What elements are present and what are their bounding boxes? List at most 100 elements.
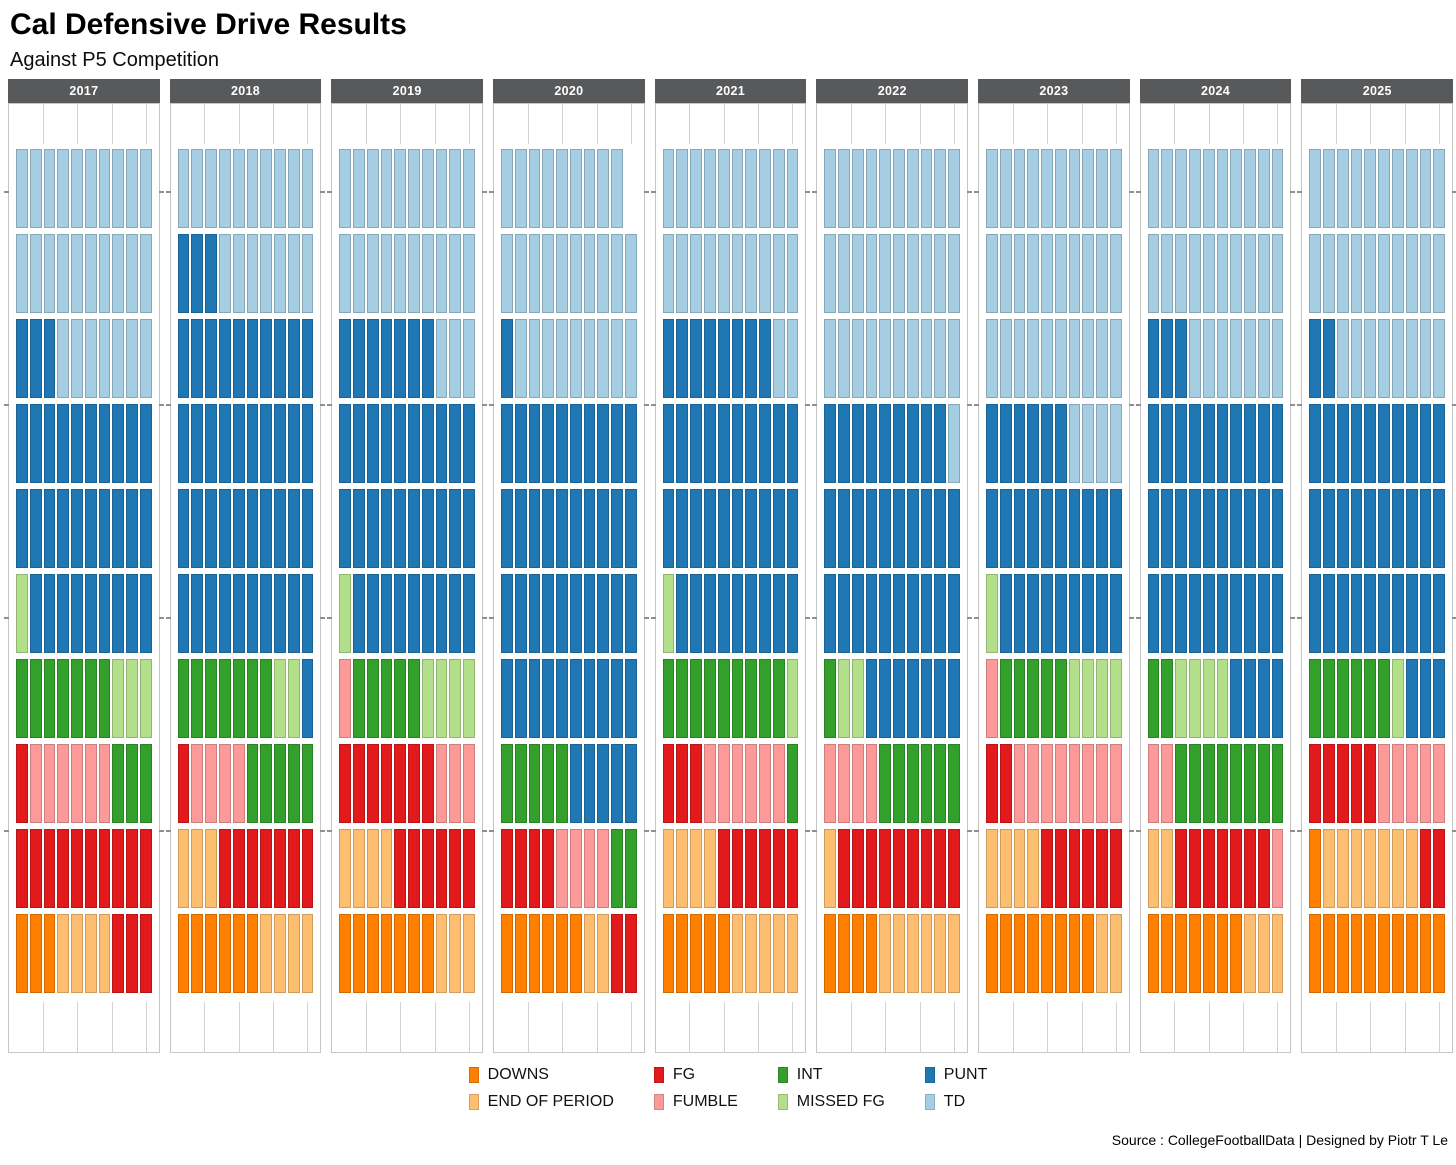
drive-tile-punt (287, 404, 300, 483)
drive-tile-end-of-period (986, 829, 998, 908)
drive-tile-td (1096, 404, 1108, 483)
drive-tile-td (380, 234, 393, 313)
drive-tile-td (676, 149, 689, 228)
drive-tile-punt (43, 489, 56, 568)
drive-tile-td (556, 149, 568, 228)
drive-tile-punt (1271, 574, 1284, 653)
drive-tile-punt (1027, 489, 1040, 568)
x-gridline (1439, 1002, 1441, 1052)
drive-tile-td (999, 319, 1012, 398)
drive-tile-punt (851, 574, 864, 653)
drive-tile-downs (1391, 914, 1404, 993)
x-gridline (596, 1002, 598, 1052)
drive-tile-td (1202, 234, 1215, 313)
drive-tile-td (934, 234, 947, 313)
drive-tile-td (126, 234, 138, 313)
y-axis-tick (1452, 191, 1456, 193)
drive-tile-td (906, 319, 919, 398)
drive-tile-fumble (1068, 744, 1081, 823)
drive-tile-int (703, 659, 716, 738)
drive-tile-punt (1161, 319, 1174, 398)
drive-tile-td (1378, 234, 1390, 313)
drive-tile-td (583, 234, 596, 313)
drive-tile-int (191, 659, 204, 738)
drive-tile-end-of-period (759, 914, 771, 993)
drive-tile-punt (1405, 489, 1418, 568)
drive-tile-punt (528, 489, 541, 568)
drive-tile-punt (98, 404, 111, 483)
legend-label: PUNT (943, 1066, 988, 1083)
drive-tile-end-of-period (1323, 829, 1335, 908)
drive-tile-punt (583, 489, 596, 568)
y-axis-tick (165, 191, 171, 193)
drive-tile-int (999, 659, 1012, 738)
drive-tile-td (986, 319, 998, 398)
drive-tile-td (191, 149, 204, 228)
drive-tile-punt (71, 574, 83, 653)
drive-tile-td (703, 234, 716, 313)
drive-tile-int (232, 659, 245, 738)
drive-tile-td (948, 319, 961, 398)
drive-tile-downs (1309, 914, 1322, 993)
drive-tile-int (274, 744, 286, 823)
drive-tile-td (759, 234, 771, 313)
x-gridline (1081, 1002, 1083, 1052)
waffle-2022 (824, 149, 961, 993)
drive-tile-fg (463, 829, 475, 908)
drive-tile-end-of-period (380, 829, 393, 908)
drive-tile-punt (893, 489, 905, 568)
drive-tile-punt (126, 574, 138, 653)
drive-tile-td (1433, 319, 1446, 398)
drive-tile-td (1082, 234, 1095, 313)
drive-tile-punt (435, 404, 448, 483)
drive-tile-missed-fg (1082, 659, 1095, 738)
drive-tile-td (1323, 149, 1335, 228)
drive-tile-fumble (205, 744, 217, 823)
drive-tile-missed-fg (463, 659, 475, 738)
drive-tile-fg (772, 829, 785, 908)
drive-tile-int (1309, 659, 1322, 738)
drive-tile-td (287, 234, 300, 313)
drive-tile-fg (1082, 829, 1095, 908)
drive-tile-downs (662, 914, 675, 993)
drive-tile-td (1230, 319, 1243, 398)
drive-tile-punt (205, 574, 217, 653)
drive-tile-punt (139, 489, 152, 568)
drive-tile-end-of-period (934, 914, 947, 993)
waffle-2023 (986, 149, 1122, 993)
drive-tile-td (879, 319, 892, 398)
drive-tile-punt (112, 489, 125, 568)
drive-tile-punt (232, 489, 245, 568)
drive-tile-punt (690, 319, 702, 398)
drive-tile-missed-fg (339, 574, 352, 653)
x-gridline (366, 104, 368, 144)
drive-tile-td (353, 234, 365, 313)
drive-tile-td (624, 319, 637, 398)
drive-tile-td (394, 149, 407, 228)
drive-tile-int (16, 659, 28, 738)
legend: DOWNS FG INT PUNT END OF PERIOD FUMBLE MISSED … (0, 1066, 1456, 1111)
drive-tile-td (745, 149, 758, 228)
drive-tile-fg (934, 829, 947, 908)
facet-2019: 2019 (327, 79, 488, 1053)
drive-tile-td (569, 234, 582, 313)
drive-tile-punt (569, 489, 582, 568)
y-axis-tick (1128, 191, 1134, 193)
drive-tile-end-of-period (191, 829, 204, 908)
drive-tile-downs (1433, 914, 1446, 993)
drive-tile-int (112, 744, 125, 823)
drive-tile-end-of-period (1027, 829, 1040, 908)
drive-tile-punt (920, 489, 933, 568)
drive-tile-punt (1230, 489, 1243, 568)
drive-tile-punt (1175, 574, 1187, 653)
x-gridline (1115, 1002, 1117, 1052)
y-axis-tick (1297, 191, 1303, 193)
drive-tile-td (1054, 234, 1067, 313)
drive-tile-td (435, 234, 448, 313)
x-gridline (307, 1002, 309, 1052)
drive-tile-punt (177, 404, 190, 483)
drive-tile-punt (1161, 574, 1174, 653)
y-axis-tick (158, 617, 164, 619)
drive-tile-punt (1433, 574, 1446, 653)
drive-tile-td (1027, 149, 1040, 228)
